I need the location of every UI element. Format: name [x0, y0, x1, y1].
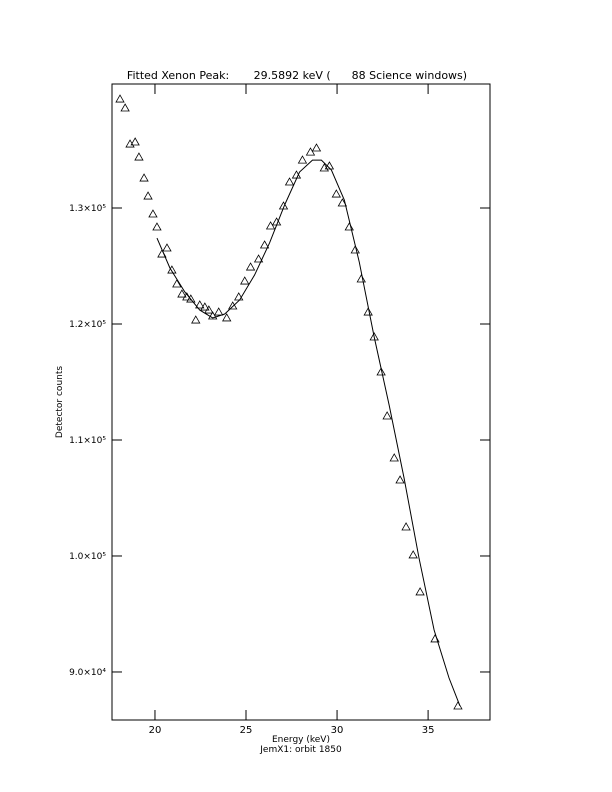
data-point [228, 301, 238, 310]
data-point [389, 453, 399, 462]
data-point [401, 522, 411, 531]
data-point [200, 302, 210, 311]
y-tick-label: 1.1×10⁵ [69, 436, 106, 446]
x-tick-label: 30 [331, 725, 344, 736]
data-point [191, 315, 201, 324]
data-point [139, 173, 149, 182]
data-point [253, 254, 264, 263]
data-point [305, 147, 316, 156]
data-point [120, 103, 130, 112]
data-point [337, 198, 348, 207]
subtitle: JemX1: orbit 1850 [259, 745, 342, 755]
data-point [265, 221, 276, 230]
y-tick-label: 1.3×10⁵ [69, 204, 106, 214]
data-point [208, 311, 218, 320]
data-point [177, 289, 187, 298]
data-point [186, 294, 196, 303]
x-tick-label: 20 [149, 725, 162, 736]
fit-line [156, 159, 461, 707]
y-tick-label: 1.0×10⁵ [69, 552, 106, 562]
y-axis-label: Detector counts [55, 366, 65, 438]
data-point [363, 307, 373, 316]
data-point [115, 94, 125, 103]
data-point [350, 245, 360, 254]
data-point [143, 191, 153, 200]
data-point [148, 209, 158, 218]
data-point [134, 152, 144, 161]
data-point [204, 305, 214, 314]
data-point [167, 265, 177, 274]
data-point [344, 222, 354, 231]
data-point [214, 307, 224, 316]
x-tick-label: 25 [240, 725, 253, 736]
data-point [311, 143, 322, 152]
plot-frame [111, 83, 491, 721]
data-point [152, 222, 162, 231]
data-point [245, 262, 256, 271]
data-point [234, 292, 244, 301]
data-point [415, 587, 425, 596]
data-point [130, 137, 140, 146]
data-point [284, 177, 295, 186]
y-tick-label: 9.0×10⁴ [69, 668, 106, 678]
data-point [331, 189, 342, 198]
data-point [240, 276, 250, 285]
x-tick-label: 35 [422, 725, 435, 736]
data-point [222, 313, 232, 322]
data-point [162, 243, 172, 252]
data-point [408, 550, 418, 559]
x-axis-label: Energy (keV) [272, 735, 330, 745]
data-point [297, 155, 308, 164]
data-point [356, 274, 366, 283]
data-point [259, 240, 270, 249]
chart-title: Fitted Xenon Peak: 29.5892 keV ( 88 Scie… [127, 69, 467, 82]
data-point [376, 367, 386, 376]
data-point [195, 300, 205, 309]
data-point [369, 332, 379, 341]
y-tick-label: 1.2×10⁵ [69, 320, 106, 330]
data-point [382, 411, 392, 420]
data-point [395, 475, 405, 484]
data-point [172, 279, 182, 288]
